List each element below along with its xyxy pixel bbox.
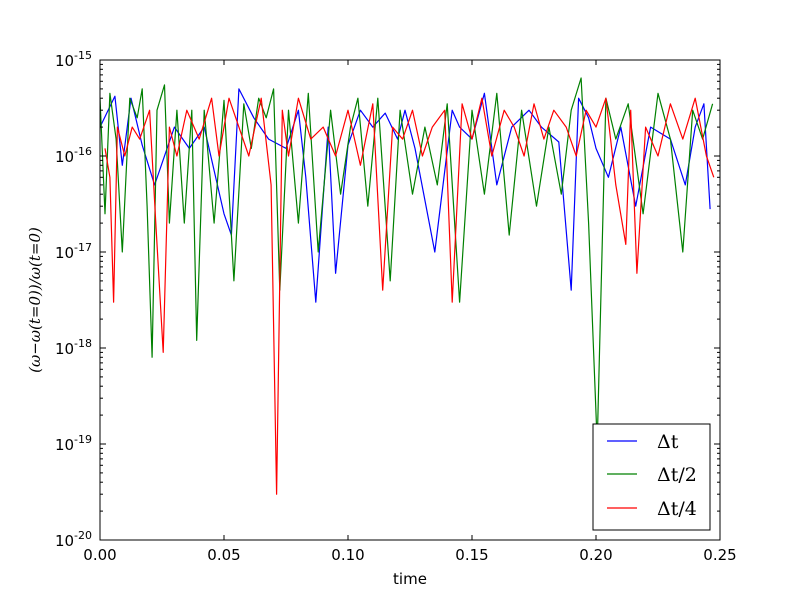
x-tick-label: 0.05 xyxy=(207,546,240,564)
legend-label-dt-quarter: Δt/4 xyxy=(657,498,697,520)
plot-frame xyxy=(99,59,721,541)
x-tick-label: 0.15 xyxy=(455,546,488,564)
y-tick-label: 10-18 xyxy=(55,337,92,358)
legend: Δt Δt/2 Δt/4 xyxy=(592,423,711,531)
x-axis: 0.00 0.05 0.10 0.15 0.20 0.25 xyxy=(83,60,737,564)
y-axis: 10-20 10-19 10-18 10-17 10-16 10-15 xyxy=(55,49,720,550)
series-line-dt-half xyxy=(100,77,714,445)
y-tick-label: 10-17 xyxy=(55,241,92,262)
y-tick-label: 10-15 xyxy=(55,49,92,70)
series-layer xyxy=(100,77,715,495)
legend-frame xyxy=(592,423,711,531)
x-tick-label: 0.00 xyxy=(83,546,116,564)
series-line-dt-quarter xyxy=(104,97,715,495)
x-tick-label: 0.25 xyxy=(703,546,736,564)
x-tick-label: 0.20 xyxy=(579,546,612,564)
y-axis-title: (ω−ω(t=0))/ω(t=0) xyxy=(26,227,44,373)
x-tick-label: 0.10 xyxy=(331,546,364,564)
y-tick-label: 10-20 xyxy=(55,529,92,550)
legend-label-dt-half: Δt/2 xyxy=(657,464,697,486)
x-axis-title: time xyxy=(393,570,427,588)
y-tick-label: 10-16 xyxy=(55,145,92,166)
legend-label-dt: Δt xyxy=(657,431,679,453)
y-tick-label: 10-19 xyxy=(55,433,92,454)
